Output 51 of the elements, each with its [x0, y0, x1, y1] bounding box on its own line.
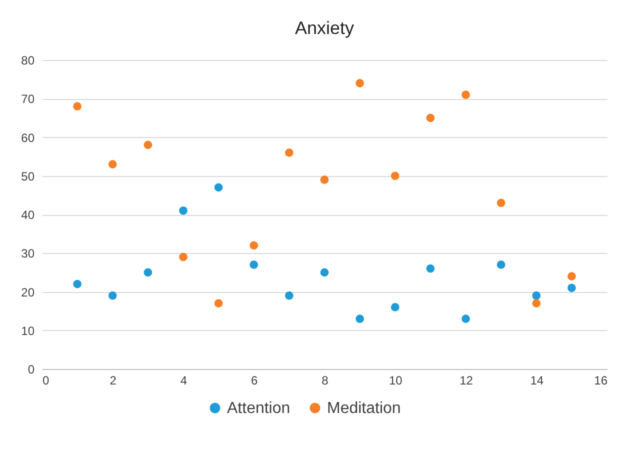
legend-label: Attention [227, 400, 290, 417]
point [214, 183, 223, 192]
y-tick-label: 30 [21, 246, 35, 261]
point [73, 280, 82, 288]
y-tick-label: 70 [21, 92, 35, 106]
point [390, 172, 400, 180]
point [496, 260, 506, 269]
chart-title: Anxiety [294, 18, 354, 38]
point [144, 268, 152, 277]
point [462, 90, 470, 99]
point [532, 299, 541, 308]
x-tick-label: 12 [460, 374, 474, 388]
x-tick-label: 10 [388, 374, 403, 388]
y-tick-label: 0 [28, 362, 35, 376]
point [250, 241, 258, 250]
point [426, 114, 435, 122]
x-tick-label: 0 [42, 374, 50, 388]
x-tick-label: 14 [530, 374, 544, 388]
x-tick-label: 6 [251, 374, 258, 388]
point [285, 148, 294, 157]
point [285, 291, 294, 300]
point [144, 140, 152, 150]
point [532, 291, 541, 300]
point [250, 260, 258, 269]
x-tick-label: 4 [180, 374, 188, 388]
point [73, 102, 82, 111]
point [214, 299, 223, 308]
point [568, 284, 576, 292]
point [108, 160, 117, 168]
point [390, 303, 400, 312]
y-tick-label: 80 [21, 54, 35, 68]
point [320, 268, 329, 277]
point [356, 314, 364, 323]
point [356, 79, 364, 88]
y-tick-label: 10 [21, 324, 35, 338]
point [108, 291, 117, 300]
point [179, 252, 188, 262]
x-tick-label: 8 [322, 374, 329, 388]
x-tick-label: 16 [594, 374, 608, 388]
y-tick-label: 20 [21, 285, 35, 300]
point [320, 176, 329, 184]
y-tick-label: 50 [21, 169, 35, 184]
point [462, 314, 470, 323]
point [496, 198, 506, 208]
point [426, 264, 435, 273]
point [568, 272, 576, 280]
y-tick-label: 60 [21, 130, 35, 145]
y-tick-label: 40 [21, 208, 35, 222]
legend-label: Meditation [327, 400, 401, 417]
point [179, 206, 188, 215]
x-tick-label: 2 [110, 374, 117, 388]
